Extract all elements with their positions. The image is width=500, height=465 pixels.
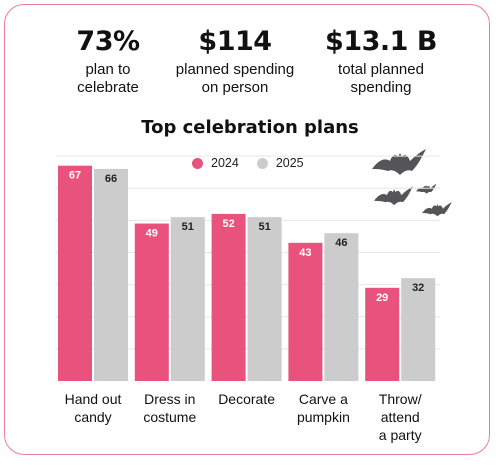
category-label: attend [381, 409, 420, 425]
data-label: 66 [105, 173, 117, 185]
stat-description-line: total planned [338, 61, 424, 78]
stat-description: planned spending on person [163, 61, 307, 97]
bar-2024-4 [365, 287, 400, 381]
legend-swatch-2025 [256, 157, 268, 169]
legend-item-2024: 2024 [192, 156, 239, 170]
category-label: pumpkin [297, 409, 350, 425]
category-label: candy [74, 409, 111, 425]
data-label: 46 [335, 237, 347, 249]
bar-2025-3 [324, 233, 359, 381]
legend-item-2025: 2025 [256, 156, 304, 170]
category-label: Hand out [65, 391, 122, 407]
category-label: Dress in [144, 391, 195, 407]
category-label: Throw/ [379, 391, 422, 407]
legend-label-2024: 2024 [211, 156, 239, 170]
bar-2025-4 [401, 278, 436, 381]
data-label: 51 [182, 221, 194, 233]
data-label: 32 [412, 282, 424, 294]
data-label: 29 [376, 292, 388, 304]
bat-icon [374, 186, 413, 206]
bats-decoration [372, 149, 452, 217]
data-label: 43 [299, 247, 311, 259]
stat-total-spending: $13.1 B total planned spending [318, 26, 444, 97]
bar-2024-3 [288, 242, 323, 381]
stat-description-line: plan to [85, 61, 131, 78]
data-label: 52 [222, 218, 234, 230]
stat-description: total planned spending [318, 61, 444, 97]
category-label: Carve a [299, 391, 348, 407]
legend-label-2025: 2025 [275, 156, 304, 170]
category-label: a party [379, 427, 422, 443]
bat-icon [422, 202, 452, 217]
data-label: 51 [258, 221, 270, 233]
stat-description-line: planned spending [175, 61, 295, 78]
bar-2025-2 [247, 217, 282, 381]
bat-icon [372, 149, 426, 175]
chart-legend: 2024 2025 [192, 156, 322, 170]
category-label: Decorate [218, 391, 275, 407]
bar-2024-1 [134, 223, 169, 381]
stat-value: $13.1 B [325, 26, 437, 57]
stat-description-line: on person [201, 79, 269, 96]
bar-2024-0 [58, 165, 92, 381]
stat-description: plan to celebrate [50, 61, 166, 97]
bar-2025-0 [94, 168, 128, 381]
stat-spending-per-person: $114 planned spending on person [163, 26, 307, 97]
stat-description-line: celebrate [77, 79, 139, 96]
stat-description-line: spending [350, 79, 412, 96]
stat-value: 73% [76, 26, 140, 57]
chart-title: Top celebration plans [141, 117, 359, 138]
bar-2025-1 [170, 217, 205, 381]
data-label: 49 [146, 228, 158, 240]
stat-celebrate: 73% plan to celebrate [50, 26, 166, 97]
category-label: costume [143, 409, 196, 425]
bar-2024-2 [211, 213, 246, 381]
stat-value: $114 [198, 26, 272, 57]
data-label: 67 [69, 170, 81, 182]
legend-swatch-2024 [192, 157, 203, 169]
